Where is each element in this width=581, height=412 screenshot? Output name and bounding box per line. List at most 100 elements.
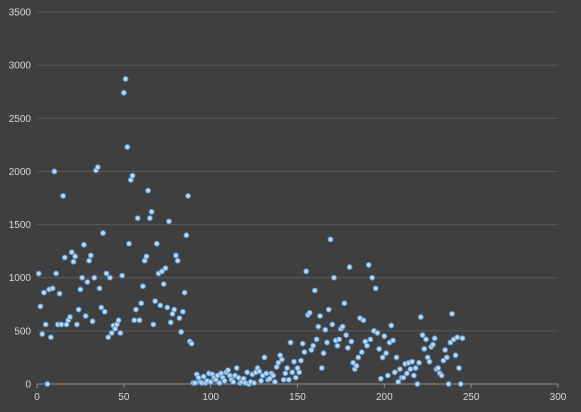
data-point	[298, 357, 304, 364]
data-point	[216, 380, 223, 386]
data-point	[452, 352, 459, 359]
data-point	[148, 208, 155, 215]
data-point	[126, 240, 132, 247]
y-tick-label: 0	[25, 380, 31, 391]
data-point	[331, 274, 337, 281]
data-point	[143, 253, 150, 260]
data-point	[445, 381, 452, 387]
data-point	[329, 321, 336, 328]
data-point	[459, 335, 466, 342]
data-point	[355, 354, 362, 361]
data-point	[166, 218, 172, 225]
data-point	[364, 342, 370, 349]
data-point	[272, 378, 278, 385]
data-point	[412, 365, 419, 371]
y-tick-label: 3500	[9, 8, 32, 19]
data-point	[379, 354, 386, 361]
data-point	[456, 365, 462, 371]
data-point	[51, 168, 58, 175]
data-point	[136, 317, 143, 324]
data-point	[174, 257, 181, 264]
data-point	[183, 232, 190, 239]
data-point	[280, 376, 287, 383]
data-point	[79, 274, 86, 281]
data-point	[235, 374, 242, 381]
data-point	[313, 336, 320, 343]
data-point	[138, 300, 145, 307]
y-tick-label: 1000	[9, 273, 32, 284]
x-tick-label: 150	[289, 392, 306, 403]
data-point	[225, 367, 231, 374]
x-tick-label: 300	[550, 392, 567, 403]
data-point	[306, 309, 313, 316]
data-point	[107, 274, 113, 281]
data-point	[343, 332, 350, 339]
data-point	[72, 253, 79, 260]
x-tick-label: 250	[463, 392, 480, 403]
data-point	[346, 264, 353, 270]
data-point	[376, 346, 383, 352]
data-point	[70, 258, 77, 265]
data-point	[369, 274, 376, 281]
data-point	[258, 377, 264, 384]
data-point	[91, 274, 98, 281]
data-point	[133, 306, 139, 313]
data-point	[367, 336, 374, 343]
data-point	[89, 318, 96, 325]
data-point	[278, 356, 285, 363]
data-point	[417, 314, 424, 320]
data-point	[146, 215, 153, 222]
data-point	[442, 347, 449, 353]
data-point	[181, 289, 188, 296]
data-point	[86, 257, 92, 264]
data-point	[134, 215, 141, 222]
gridlines	[37, 11, 558, 332]
data-point	[41, 289, 47, 296]
data-point	[131, 317, 138, 324]
data-point	[200, 373, 207, 380]
data-point	[275, 359, 282, 366]
data-point	[115, 317, 122, 324]
data-point	[426, 358, 433, 365]
data-point	[438, 372, 445, 379]
data-point	[296, 369, 303, 376]
data-point	[44, 381, 51, 387]
data-point	[310, 342, 317, 349]
data-point	[153, 240, 160, 247]
data-point	[67, 314, 73, 320]
data-point	[82, 313, 89, 319]
data-point	[84, 279, 91, 285]
data-point	[365, 262, 372, 268]
data-point	[42, 321, 49, 328]
data-point	[145, 187, 152, 194]
data-point	[336, 336, 343, 343]
y-axis-tick-labels: 0 500 1000 1500 2000 2500 3000 3500	[9, 8, 32, 391]
data-point	[435, 365, 442, 371]
data-point	[173, 252, 179, 259]
data-point	[374, 330, 381, 336]
data-point	[176, 315, 183, 322]
data-point	[80, 241, 87, 248]
data-point	[423, 336, 429, 343]
data-point	[449, 310, 455, 317]
data-point	[395, 378, 402, 385]
data-point	[400, 374, 407, 381]
y-tick-label: 2000	[9, 167, 32, 178]
data-point	[256, 368, 263, 375]
data-point	[391, 369, 398, 376]
data-point	[263, 370, 270, 377]
data-point	[447, 339, 454, 346]
data-point	[289, 369, 296, 376]
data-point	[47, 334, 54, 341]
data-point	[53, 270, 60, 277]
data-point	[49, 285, 56, 292]
data-point	[282, 370, 289, 377]
data-point	[152, 298, 158, 304]
data-point	[301, 349, 308, 356]
data-point	[160, 281, 167, 287]
data-point	[414, 381, 421, 387]
data-point	[311, 287, 318, 294]
data-point	[317, 313, 323, 319]
data-point	[292, 374, 299, 381]
